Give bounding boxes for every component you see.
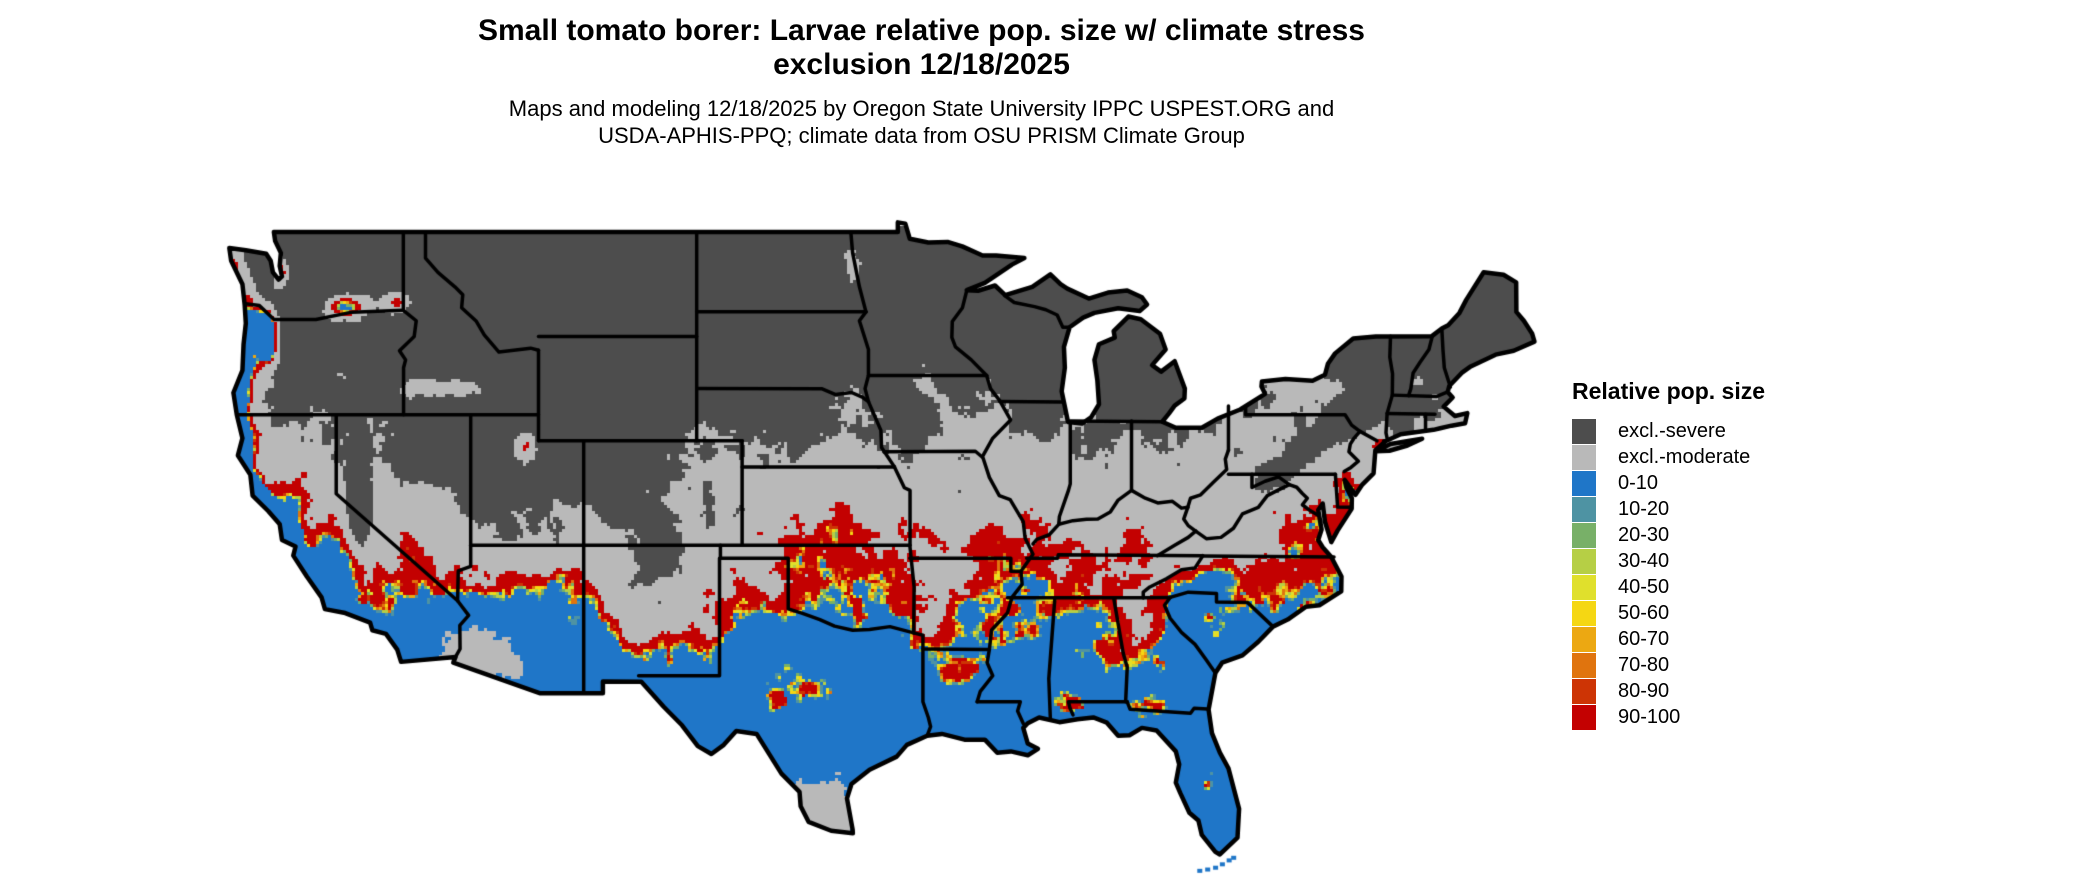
legend-swatch: [1572, 704, 1596, 730]
legend-label: 50-60: [1618, 601, 1670, 624]
map-title-line2: exclusion 12/18/2025: [773, 48, 1070, 81]
legend-swatch: [1572, 678, 1596, 704]
map-subtitle-line1: Maps and modeling 12/18/2025 by Oregon S…: [508, 96, 1335, 121]
legend-label: 90-100: [1618, 705, 1681, 728]
legend: Relative pop. size excl.-severe excl.-mod…: [1572, 378, 1765, 730]
legend-label: 60-70: [1618, 627, 1670, 650]
legend-item: 30-40: [1572, 548, 1765, 574]
legend-items: excl.-severe excl.-moderate 0-10 10-20 20-30…: [1572, 418, 1765, 730]
legend-label: 30-40: [1618, 549, 1670, 572]
map-subtitle: Maps and modeling 12/18/2025 by Oregon S…: [0, 95, 1843, 149]
map-title-line1: Small tomato borer: Larvae relative pop.…: [477, 14, 1365, 47]
legend-swatch: [1572, 470, 1596, 496]
legend-label: 0-10: [1618, 471, 1659, 494]
legend-item: 0-10: [1572, 470, 1765, 496]
legend-swatch: [1572, 418, 1596, 444]
legend-title: Relative pop. size: [1572, 378, 1766, 404]
legend-swatch: [1572, 600, 1596, 626]
legend-swatch: [1572, 444, 1596, 470]
legend-swatch: [1572, 522, 1596, 548]
legend-label: excl.-moderate: [1618, 445, 1751, 468]
legend-item: 20-30: [1572, 522, 1765, 548]
legend-label: 80-90: [1618, 679, 1670, 702]
legend-swatch: [1572, 548, 1596, 574]
legend-label: 10-20: [1618, 497, 1670, 520]
legend-item: 80-90: [1572, 678, 1765, 704]
legend-swatch: [1572, 574, 1596, 600]
legend-swatch: [1572, 626, 1596, 652]
legend-swatch: [1572, 652, 1596, 678]
legend-item: 50-60: [1572, 600, 1765, 626]
legend-label: 20-30: [1618, 523, 1670, 546]
legend-label: 40-50: [1618, 575, 1670, 598]
legend-label: excl.-severe: [1618, 419, 1726, 442]
legend-item: excl.-severe: [1572, 418, 1765, 444]
legend-label: 70-80: [1618, 653, 1670, 676]
legend-item: excl.-moderate: [1572, 444, 1765, 470]
figure-header: Small tomato borer: Larvae relative pop.…: [0, 14, 1843, 149]
legend-item: 60-70: [1572, 626, 1765, 652]
legend-item: 40-50: [1572, 574, 1765, 600]
legend-item: 10-20: [1572, 496, 1765, 522]
map-title: Small tomato borer: Larvae relative pop.…: [0, 14, 1843, 82]
legend-item: 90-100: [1572, 704, 1765, 730]
legend-swatch: [1572, 496, 1596, 522]
legend-item: 70-80: [1572, 652, 1765, 678]
map-subtitle-line2: USDA-APHIS-PPQ; climate data from OSU PR…: [598, 123, 1245, 148]
